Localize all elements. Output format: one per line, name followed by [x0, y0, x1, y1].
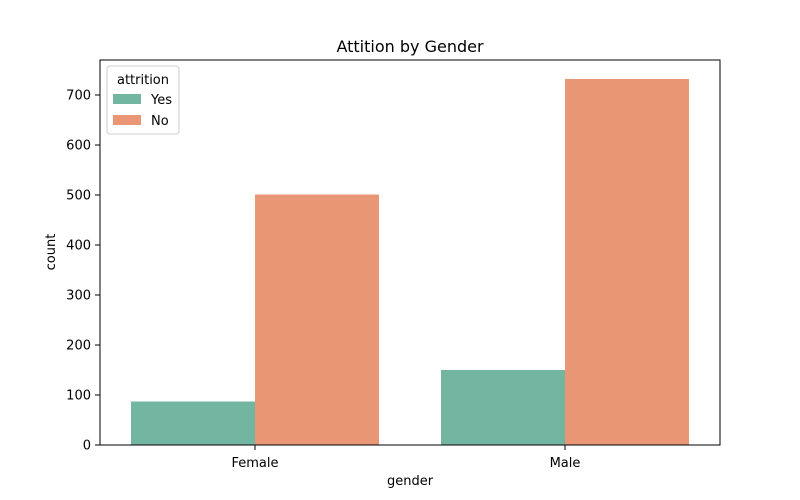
chart-title: Attition by Gender: [336, 37, 483, 56]
x-tick-label-male: Male: [550, 456, 581, 471]
legend-label-yes: Yes: [150, 93, 172, 108]
y-tick-label: 100: [66, 389, 91, 404]
y-tick-label: 0: [83, 439, 91, 454]
bar-male-no: [565, 79, 689, 445]
y-tick-label: 300: [66, 289, 91, 304]
x-axis-ticks: Female Male: [231, 445, 580, 471]
bar-female-no: [255, 194, 379, 445]
legend-swatch-no: [113, 115, 141, 125]
y-axis-label: count: [44, 234, 59, 271]
bar-female-yes: [131, 401, 255, 445]
y-tick-label: 200: [66, 339, 91, 354]
x-axis-label: gender: [387, 474, 434, 489]
plot-frame: [99, 59, 721, 446]
y-tick-label: 700: [66, 89, 91, 104]
legend: attrition Yes No: [106, 65, 180, 135]
y-tick-label: 500: [66, 189, 91, 204]
bar-male-yes: [441, 370, 565, 445]
bars-layer: [131, 79, 689, 445]
y-tick-label: 600: [66, 139, 91, 154]
x-tick-label-female: Female: [231, 456, 278, 471]
legend-swatch-yes: [113, 94, 141, 104]
legend-title: attrition: [117, 73, 169, 88]
y-axis-ticks: 0 100 200 300 400 500 600 700: [66, 89, 100, 454]
y-tick-label: 400: [66, 239, 91, 254]
legend-label-no: No: [151, 114, 169, 129]
